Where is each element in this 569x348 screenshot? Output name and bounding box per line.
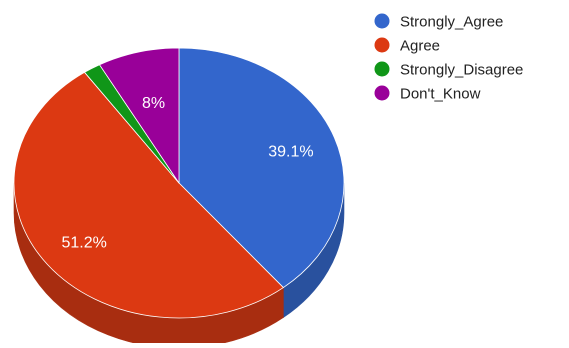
- legend: Strongly_Agree Agree Strongly_Disagree Don'…: [374, 13, 523, 103]
- legend-marker-don-t-know: [374, 85, 390, 101]
- pie-slice-don-t-know: [99, 47, 180, 184]
- legend-marker-strongly-agree: [374, 13, 390, 29]
- pie-slice-agree: [13, 71, 284, 319]
- legend-item: Agree: [374, 37, 440, 55]
- legend-label: Agree: [400, 38, 440, 55]
- legend-label: Don't_Know: [400, 86, 481, 103]
- pie-label-strongly-agree: 39.1%: [268, 143, 313, 160]
- legend-item: Strongly_Disagree: [374, 61, 523, 79]
- legend-label: Strongly_Disagree: [400, 62, 523, 79]
- pie-slices: [13, 47, 345, 319]
- pie-label-don-t-know: 8%: [142, 95, 165, 112]
- legend-item: Don't_Know: [374, 85, 481, 103]
- pie-label-agree: 51.2%: [62, 235, 107, 252]
- pie-slice-labels: 39.1% 51.2% 8%: [62, 95, 314, 252]
- legend-marker-strongly-disagree: [374, 61, 390, 77]
- legend-label: Strongly_Agree: [400, 14, 503, 31]
- legend-item: Strongly_Agree: [374, 13, 503, 31]
- legend-marker-agree: [374, 37, 390, 53]
- pie-slice-strongly-agree: [178, 47, 345, 288]
